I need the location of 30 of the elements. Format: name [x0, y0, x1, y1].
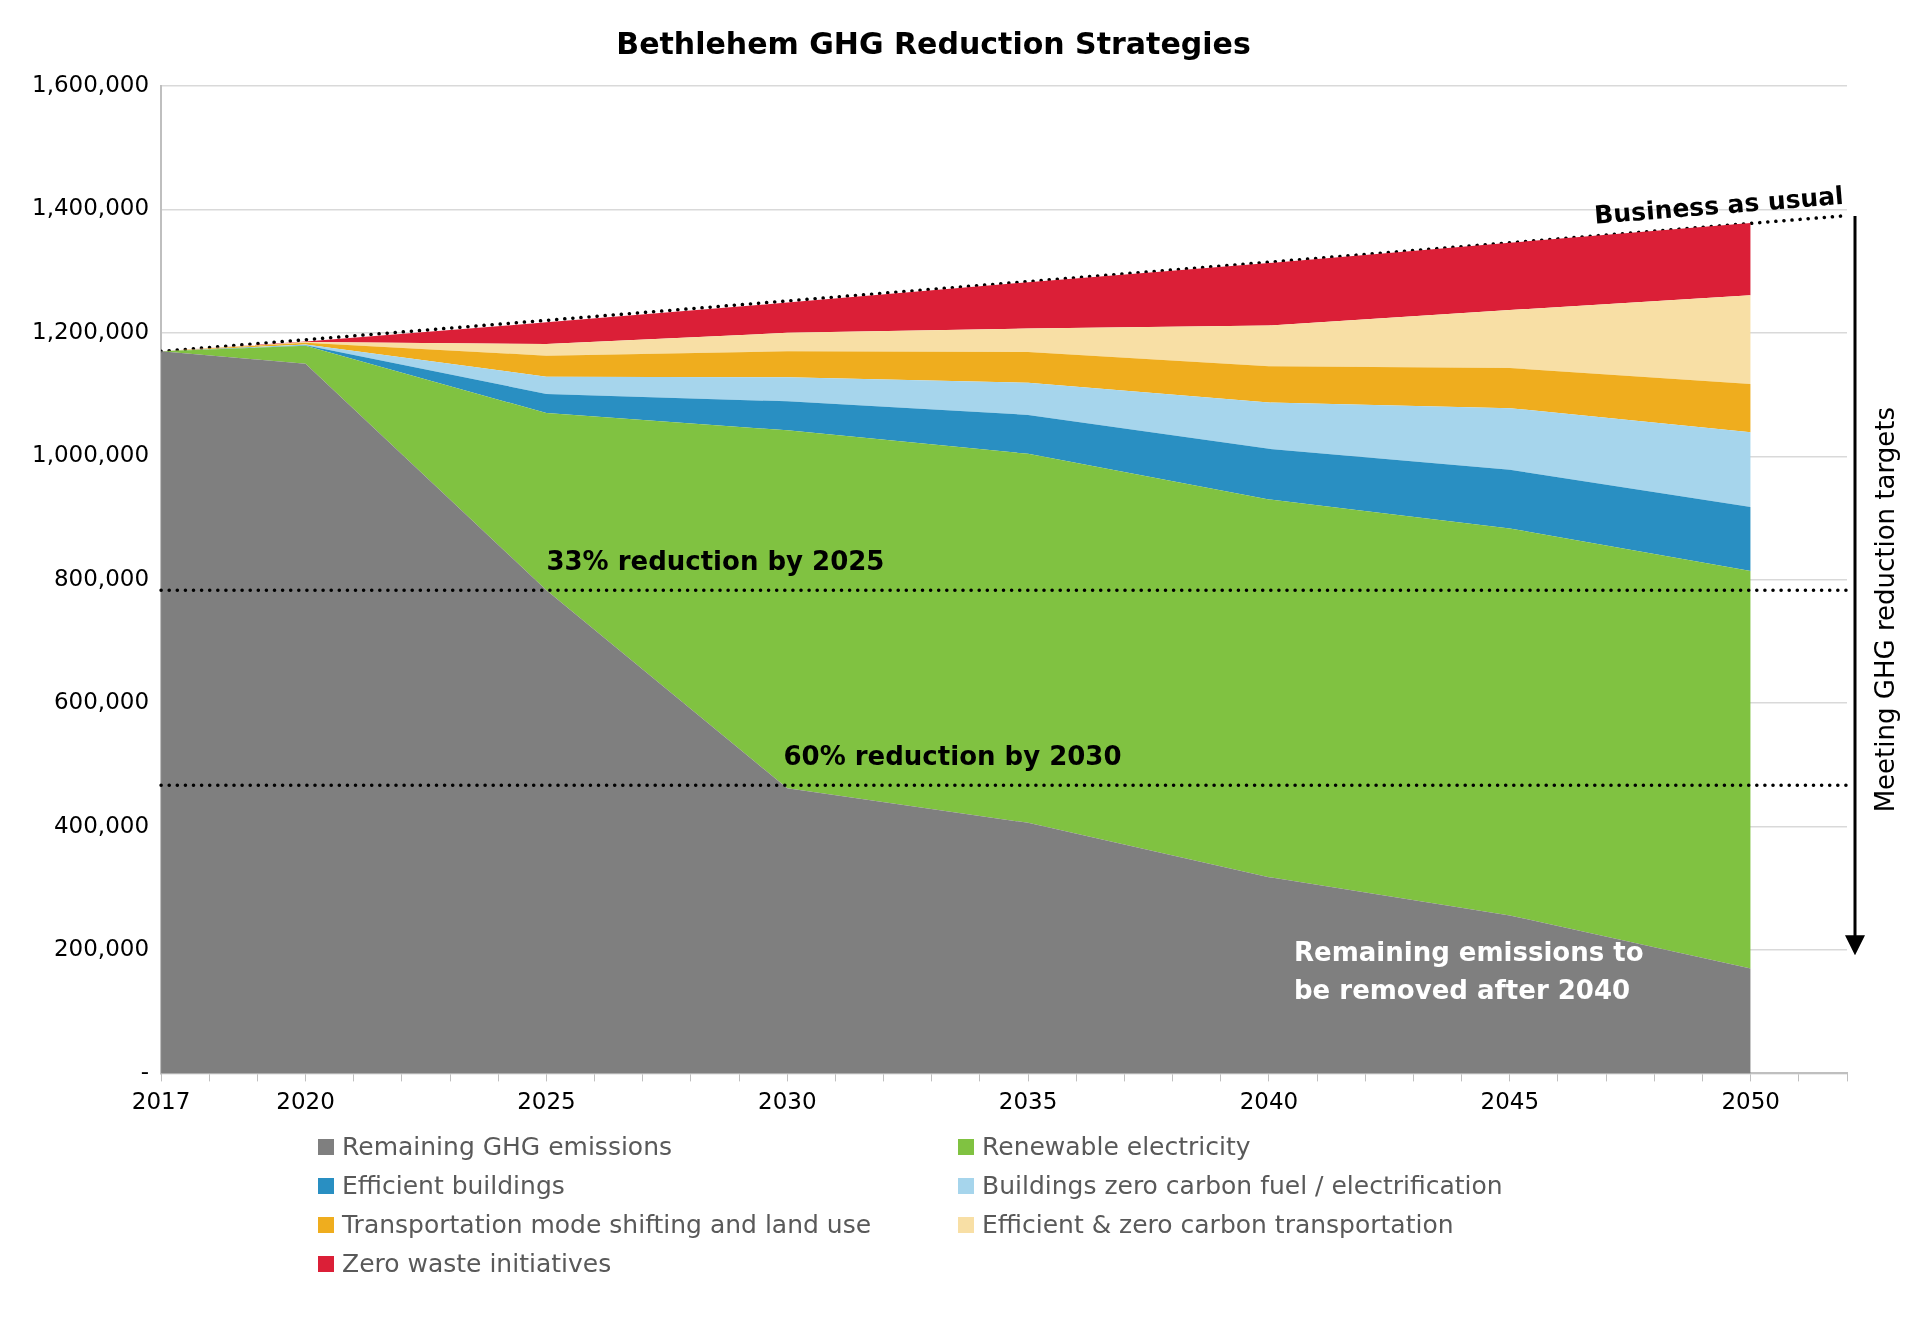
y-tick-label: 200,000 [53, 934, 150, 961]
legend-label: Efficient buildings [342, 1171, 565, 1200]
ref-line-label: 60% reduction by 2030 [783, 740, 1122, 771]
x-tick-label: 2050 [1721, 1088, 1780, 1115]
legend-label: Zero waste initiatives [342, 1249, 612, 1278]
legend-label: Renewable electricity [982, 1132, 1251, 1161]
x-tick-label: 2035 [998, 1088, 1058, 1115]
legend-label: Efficient & zero carbon transportation [982, 1210, 1454, 1239]
annotation: Remaining emissions to be removed after 2040 [1294, 936, 1644, 1005]
y-tick-label: 400,000 [53, 811, 150, 838]
x-tick-label: 2020 [276, 1088, 335, 1115]
chart-title: Bethlehem GHG Reduction Strategies [616, 25, 1251, 61]
x-tick-label: 2040 [1239, 1088, 1299, 1115]
y-tick-label: - [140, 1058, 150, 1085]
y-tick-label: 600,000 [53, 688, 150, 715]
legend-label: Transportation mode shifting and land use [342, 1210, 872, 1239]
y-tick-label: 1,600,000 [31, 70, 150, 97]
ref-line-label: 33% reduction by 2025 [546, 545, 885, 576]
y-tick-label: 1,200,000 [31, 317, 150, 344]
y-tick-label: 800,000 [53, 564, 150, 591]
x-tick-label: 2017 [131, 1088, 191, 1115]
legend-label: Remaining GHG emissions [342, 1132, 673, 1161]
series-label: Business as usual [1593, 180, 1845, 230]
text: Meeting GHG reduction targets [1869, 407, 1900, 813]
y-tick-label: 1,400,000 [31, 194, 150, 221]
x-tick-label: 2045 [1480, 1088, 1540, 1115]
x-tick-label: 2030 [757, 1088, 817, 1115]
y-tick-label: 1,000,000 [31, 441, 150, 468]
legend-label: Buildings zero carbon fuel / electrification [982, 1171, 1503, 1200]
x-tick-label: 2025 [517, 1088, 576, 1115]
